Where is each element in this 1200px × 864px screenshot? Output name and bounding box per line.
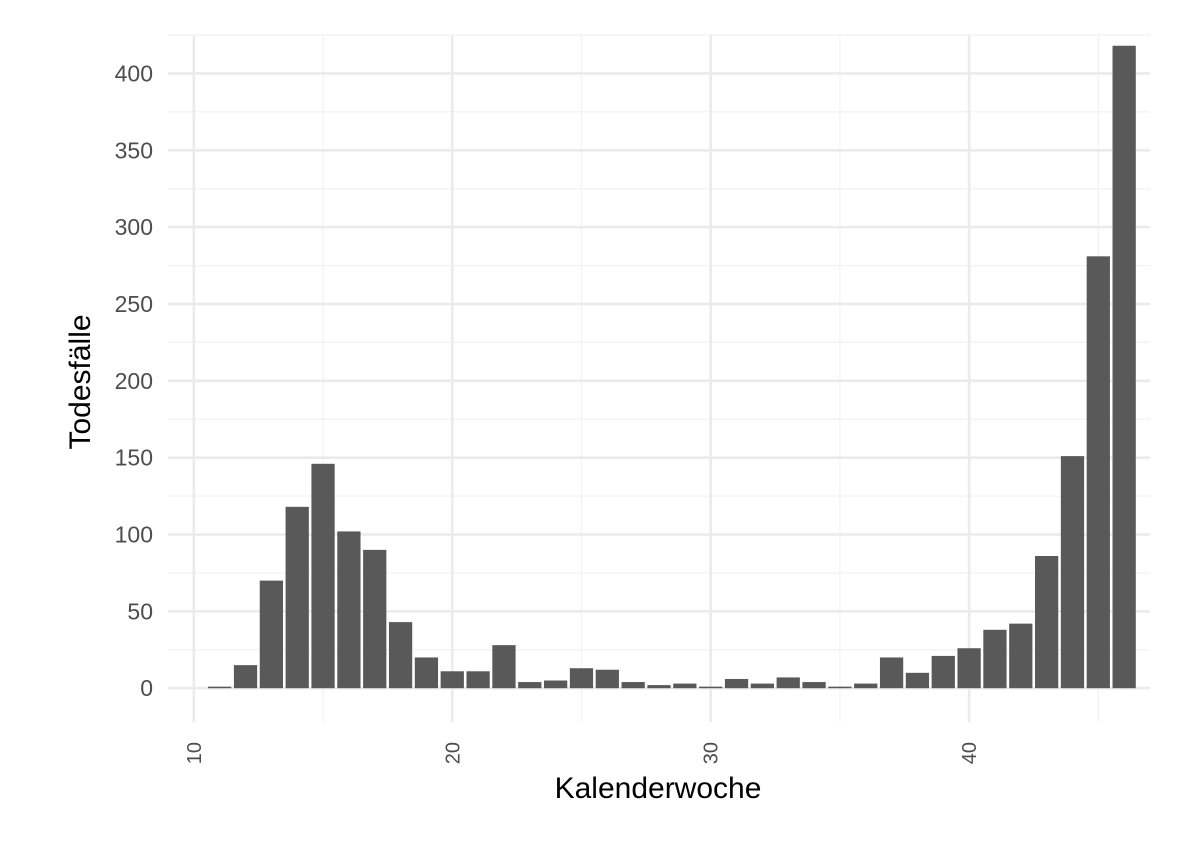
x-tick-label: 20 [442,742,464,764]
bar-week-35: 35: 1 [828,686,852,689]
y-tick-label: 400 [115,60,153,86]
bar-week-36: 36: 3 [854,683,878,689]
bar-week-41: 41: 38 [983,629,1007,689]
bar-week-42: 42: 42 [1009,623,1033,689]
bar-week-29: 29: 3 [673,683,697,689]
bar-week-16: 16: 102 [337,531,361,689]
bar-week-27: 27: 4 [621,682,645,689]
y-tick-label: 50 [127,598,153,624]
x-tick-label: 40 [959,742,981,764]
bar-week-43: 43: 86 [1035,556,1059,689]
bar-week-12: 12: 15 [233,665,258,689]
bar-week-23: 23: 4 [518,682,542,689]
bar-week-20: 20: 11 [440,671,464,689]
bar-week-34: 34: 4 [802,682,826,689]
x-tick-label: 30 [701,742,723,764]
bar-week-11: 11: 1 [208,686,232,689]
bars: 11: 112: 1513: 7014: 11815: 14616: 10217… [208,45,1136,689]
bar-week-25: 25: 13 [569,668,594,689]
y-tick-label: 150 [115,445,153,471]
y-tick-label: 200 [115,368,153,394]
y-tick-label: 250 [115,291,153,317]
bar-week-19: 19: 20 [414,657,439,689]
y-tick-label: 0 [140,675,153,701]
bar-week-44: 44: 151 [1060,456,1085,689]
bar-week-22: 22: 28 [492,645,516,689]
bar-week-37: 37: 20 [879,657,904,689]
bar-week-39: 39: 21 [931,655,955,689]
y-tick-label: 350 [115,137,153,163]
bar-week-32: 32: 3 [750,683,774,689]
bar-week-46: 46: 418 [1112,45,1136,689]
bar-week-17: 17: 90 [363,549,387,689]
bar-week-33: 33: 7 [776,677,800,689]
bar-week-28: 28: 2 [647,685,671,689]
bar-week-24: 24: 5 [544,680,568,689]
bar-week-21: 21: 11 [466,671,490,689]
x-axis-tick-labels: 10 20 30 40 [184,742,981,764]
bar-week-14: 14: 118 [285,506,309,689]
bar-week-26: 26: 12 [595,669,619,689]
bar-week-40: 40: 26 [957,648,981,689]
bar-week-31: 31: 6 [724,678,749,689]
y-axis-tick-labels: 0 50 100 150 200 250 300 350 400 [115,60,153,701]
y-axis-title: Todesfälle [64,314,97,449]
bar-week-18: 18: 43 [388,622,413,689]
y-tick-label: 100 [115,521,153,547]
bar-week-30: 30: 1 [699,686,723,689]
x-tick-label: 10 [184,742,206,764]
bar-week-13: 13: 70 [259,580,283,689]
x-axis-title: Kalenderwoche [555,772,762,805]
bar-week-38: 38: 10 [905,672,930,689]
bar-week-15: 15: 146 [311,463,335,689]
bar-week-45: 45: 281 [1086,256,1110,689]
y-tick-label: 300 [115,214,153,240]
